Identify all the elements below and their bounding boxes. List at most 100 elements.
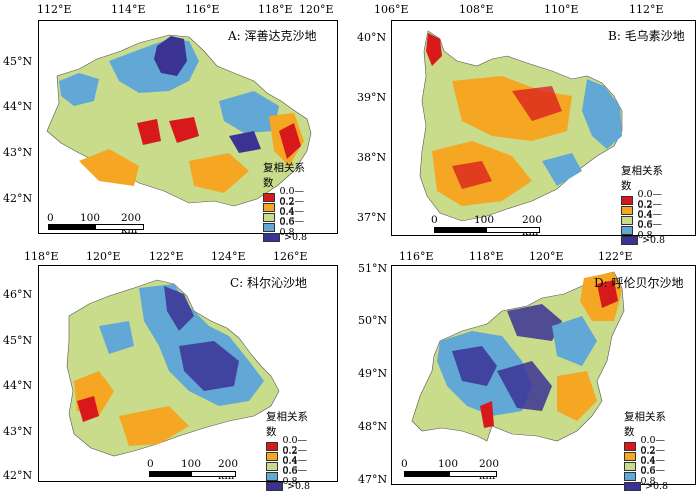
legend-title: 复相关系数 (624, 411, 666, 438)
lon-tick: 118°E (24, 250, 59, 263)
lat-tick: 46°N (3, 288, 33, 301)
legend-swatch (263, 192, 276, 202)
legend-swatch (266, 481, 283, 491)
legend-label: 0.0—0.2 (282, 435, 308, 457)
scale-zero: 0 (47, 212, 54, 224)
legend-d: 复相关系数 0.0—0.2 0.2—0.4 0.4—0.6 0.6—0.8 >0… (624, 409, 669, 492)
lon-tick: 112°E (37, 3, 72, 16)
map-frame-a (38, 20, 338, 234)
lon-tick: 120°E (86, 250, 121, 263)
scale-end: 200 km (479, 458, 500, 482)
scale-mid: 100 (80, 212, 101, 224)
legend-swatch (624, 471, 637, 481)
legend-label: 0.0—0.2 (279, 186, 305, 208)
lon-tick: 124°E (211, 250, 246, 263)
legend-label: 0.2—0.4 (282, 445, 308, 467)
scale-zero: 0 (431, 214, 438, 226)
legend-swatch (621, 225, 634, 235)
legend-label: 0.6—0.8 (640, 465, 666, 487)
legend-swatch (624, 481, 641, 491)
scale-mid: 100 (474, 214, 495, 226)
lon-tick: 118°E (258, 3, 293, 16)
lon-tick: 126°E (273, 250, 308, 263)
legend-label: 0.4—0.6 (279, 206, 305, 228)
scale-bar-a (48, 224, 144, 230)
legend-swatch (624, 441, 637, 451)
legend-swatch (621, 235, 638, 245)
legend-b: 复相关系数 0.0—0.2 0.2—0.4 0.4—0.6 0.6—0.8 >0… (621, 163, 666, 246)
lon-tick: 108°E (459, 3, 494, 16)
legend-label: 0.2—0.4 (637, 199, 663, 221)
map-a (46, 34, 312, 207)
lat-tick: 38°N (357, 151, 387, 164)
scale-mid: 100 (438, 458, 459, 470)
legend-swatch (263, 202, 276, 212)
lon-tick: 120°E (299, 3, 334, 16)
legend-label: 0.6—0.8 (279, 216, 305, 238)
legend-label: 0.0—0.2 (640, 435, 666, 457)
scale-zero: 0 (401, 458, 408, 470)
scale-end: 200 km (522, 214, 543, 238)
legend-label: 0.4—0.6 (282, 455, 308, 477)
scale-bar-b (434, 227, 540, 233)
legend-label: 0.2—0.4 (279, 196, 305, 218)
lat-tick: 37°N (357, 211, 387, 224)
scale-mid: 100 (181, 458, 202, 470)
lon-tick: 106°E (374, 3, 409, 16)
legend-title: 复相关系数 (263, 162, 305, 189)
legend-swatch (263, 232, 280, 242)
legend-label: 0.2—0.4 (640, 445, 666, 467)
lat-tick: 43°N (3, 425, 33, 438)
lat-tick: 43°N (3, 146, 33, 159)
map-frame-b (391, 20, 696, 236)
map-b (419, 30, 623, 222)
legend-swatch (621, 215, 634, 225)
lon-tick: 114°E (111, 3, 146, 16)
lat-tick: 44°N (3, 379, 33, 392)
legend-label: 0.6—0.8 (637, 219, 663, 241)
lat-tick: 42°N (3, 469, 33, 482)
lon-tick: 122°E (149, 250, 184, 263)
lat-tick: 47°N (358, 473, 388, 486)
scale-bar-d (404, 471, 497, 477)
map-frame-d (391, 265, 696, 485)
legend-swatch (263, 222, 276, 232)
lat-tick: 39°N (357, 91, 387, 104)
legend-c: 复相关系数 0.0—0.2 0.2—0.4 0.4—0.6 0.6—0.8 >0… (266, 409, 311, 492)
legend-swatch (263, 212, 276, 222)
lon-tick: 118°E (469, 250, 504, 263)
legend-swatch (266, 451, 279, 461)
legend-label: 0.4—0.6 (640, 455, 666, 477)
legend-title: 复相关系数 (266, 411, 308, 438)
lat-tick: 49°N (358, 367, 388, 380)
legend-title: 复相关系数 (621, 165, 663, 192)
map-frame-c (38, 265, 338, 482)
panel-title-d: D: 呼伦贝尔沙地 (594, 276, 684, 290)
legend-label: 0.4—0.6 (637, 209, 663, 231)
panel-title-c: C: 科尔沁沙地 (230, 276, 308, 290)
legend-swatch (621, 195, 634, 205)
lat-tick: 40°N (357, 31, 387, 44)
legend-label: >0.8 (287, 480, 311, 492)
lon-tick: 116°E (185, 3, 220, 16)
scale-bar-c (149, 471, 236, 477)
scale-end: 200 km (218, 458, 239, 482)
lon-tick: 120°E (529, 250, 564, 263)
lon-tick: 112°E (629, 3, 664, 16)
map-c (66, 279, 280, 457)
legend-label: >0.8 (284, 231, 308, 243)
legend-label: >0.8 (645, 480, 669, 492)
legend-swatch (621, 205, 634, 215)
legend-label: >0.8 (642, 234, 666, 246)
legend-swatch (266, 441, 279, 451)
legend-swatch (266, 461, 279, 471)
map-d (411, 271, 625, 442)
panel-title-b: B: 毛乌素沙地 (608, 29, 685, 43)
lat-tick: 51°N (358, 262, 388, 275)
lat-tick: 44°N (3, 100, 33, 113)
lat-tick: 50°N (358, 314, 388, 327)
lat-tick: 48°N (358, 420, 388, 433)
scale-zero: 0 (147, 458, 154, 470)
legend-label: 0.0—0.2 (637, 189, 663, 211)
lon-tick: 122°E (598, 250, 633, 263)
